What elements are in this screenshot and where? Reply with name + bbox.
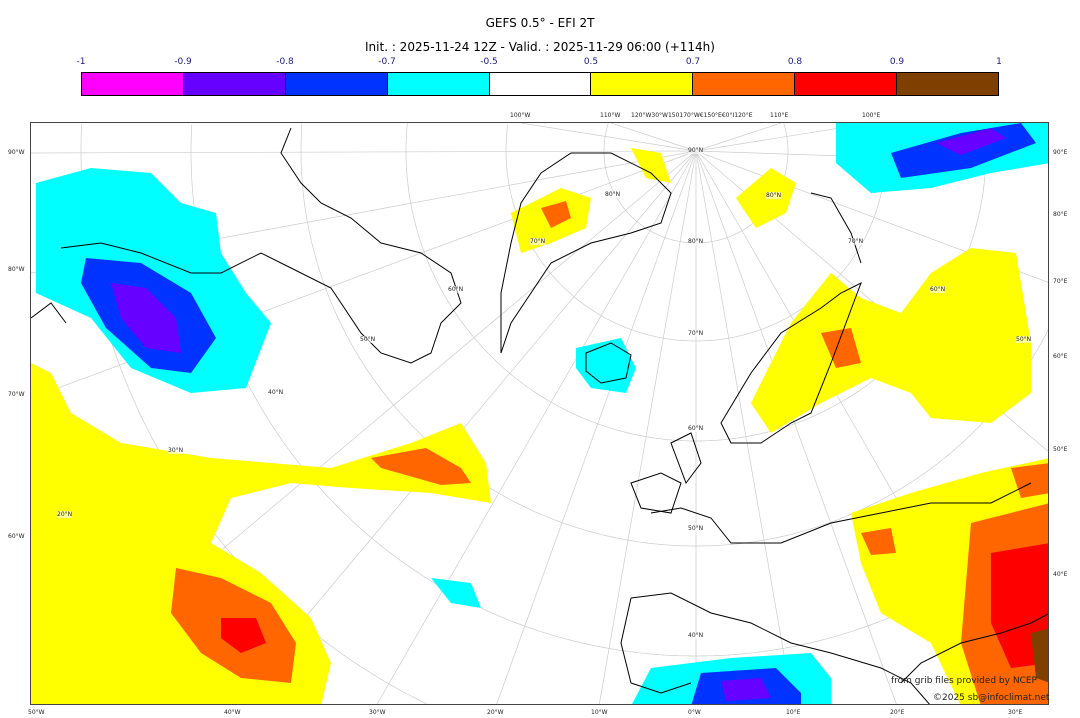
bottom-axis-label: 10°E: [786, 709, 801, 716]
left-axis-label: 60°W: [8, 533, 25, 540]
latitude-label: 60°N: [448, 286, 464, 293]
left-axis-label: 70°W: [8, 391, 25, 398]
right-axis-label: 70°E: [1053, 278, 1068, 285]
colorbar-segment: [489, 73, 592, 95]
colorbar-segment: [897, 73, 999, 95]
latitude-label: 70°N: [848, 238, 864, 245]
latitude-label: 50°N: [688, 525, 704, 532]
map-title: GEFS 0.5° - EFI 2T: [485, 16, 595, 30]
latitude-label: 50°N: [1016, 336, 1032, 343]
colorbar-segment: [795, 73, 898, 95]
efi-cold-anomaly: [36, 123, 1048, 704]
colorbar-segment: [285, 73, 388, 95]
top-axis-label: 120°W30°W150170°W€150°E€0°I120°E: [631, 112, 753, 119]
latitude-label: 40°N: [688, 632, 704, 639]
colorbar: [81, 72, 999, 96]
colorbar-tick-label: -1: [76, 57, 86, 67]
left-axis-label: 90°W: [8, 149, 25, 156]
colorbar-segment: [387, 73, 490, 95]
source-credit: from grib files provided by NCEP: [891, 676, 1037, 686]
left-axis-label: 80°W: [8, 266, 25, 273]
latitude-label: 90°N: [688, 147, 704, 154]
bottom-axis-label: 30°W: [369, 709, 386, 716]
right-axis-label: 80°E: [1053, 211, 1068, 218]
top-axis-label: 110°E: [770, 112, 789, 119]
map-subtitle: Init. : 2025-11-24 12Z - Valid. : 2025-1…: [365, 40, 715, 54]
bottom-axis-label: 10°W: [591, 709, 608, 716]
colorbar-tick-label: 0.7: [685, 57, 701, 67]
latitude-label: 80°N: [605, 191, 621, 198]
latitude-label: 60°N: [930, 286, 946, 293]
right-axis-label: 90°E: [1053, 149, 1068, 156]
bottom-axis-label: 20°W: [487, 709, 504, 716]
colorbar-tick-label: -0.5: [480, 57, 498, 67]
colorbar-tick-label: -0.7: [378, 57, 396, 67]
bottom-axis-label: 20°E: [890, 709, 905, 716]
colorbar-segment: [591, 73, 694, 95]
colorbar-tick-label: 1: [996, 57, 1002, 67]
colorbar-tick-label: 0.8: [787, 57, 803, 67]
right-axis-label: 40°E: [1053, 571, 1068, 578]
latitude-label: 70°N: [688, 330, 704, 337]
bottom-axis-label: 50°W: [28, 709, 45, 716]
colorbar-tick-label: -0.9: [174, 57, 192, 67]
top-axis-label: 100°E: [862, 112, 881, 119]
bottom-axis-label: 30°E: [1008, 709, 1023, 716]
coastlines: [31, 127, 1048, 704]
right-axis-label: 50°E: [1053, 446, 1068, 453]
latitude-label: 40°N: [268, 389, 284, 396]
latitude-circle: [783, 123, 789, 151]
colorbar-tick-label: 0.9: [889, 57, 905, 67]
latitude-label: 20°N: [57, 511, 73, 518]
bottom-axis-label: 40°W: [224, 709, 241, 716]
right-axis-label: 60°E: [1053, 353, 1068, 360]
latitude-label: 80°N: [688, 238, 704, 245]
latitude-label: 80°N: [766, 192, 782, 199]
copyright-credit: ©2025 sb@infoclimat.net: [933, 693, 1050, 703]
colorbar-segment: [82, 73, 184, 95]
colorbar-segment: [183, 73, 286, 95]
top-axis-label: 100°W: [510, 112, 531, 119]
bottom-axis-label: 0°W: [688, 709, 701, 716]
latitude-label: 60°N: [688, 425, 704, 432]
colorbar-segment: [693, 73, 796, 95]
map-panel: [30, 122, 1049, 705]
colorbar-tick-label: -0.8: [276, 57, 294, 67]
top-axis-label: 110°W: [600, 112, 621, 119]
latitude-circle: [300, 123, 1048, 547]
efi-map: [31, 123, 1048, 704]
latitude-label: 70°N: [530, 238, 546, 245]
latitude-label: 30°N: [168, 447, 184, 454]
colorbar-tick-label: 0.5: [583, 57, 599, 67]
latitude-label: 50°N: [360, 336, 376, 343]
